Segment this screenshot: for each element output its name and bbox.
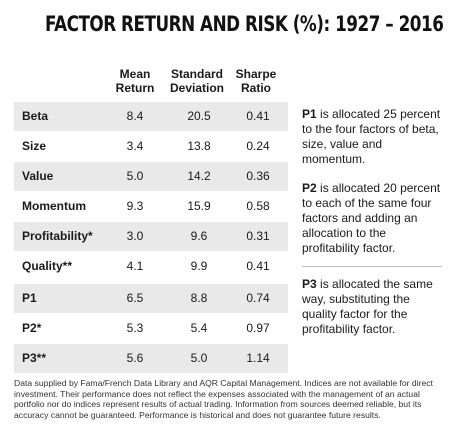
row-label: Profitability* <box>22 229 93 243</box>
note-text: is allocated the same way, substituting … <box>302 277 433 336</box>
disclaimer-footnote: Data supplied by Fama/French Data Librar… <box>14 378 433 420</box>
column-header-mean-return: Mean Return <box>106 67 164 95</box>
sharpe-cell: 0.36 <box>246 169 270 183</box>
mean-return-cell: 4.1 <box>126 259 144 273</box>
column-header-standard-deviation: Standard Deviation <box>160 67 234 95</box>
note-text: is allocated 20 percent to each of the s… <box>302 181 441 255</box>
table-row: Size 3.4 13.8 0.24 <box>14 132 288 162</box>
portfolio-notes: P1 is allocated 25 percent to the four f… <box>302 107 442 351</box>
mean-return-cell: 8.4 <box>126 109 144 123</box>
std-dev-cell: 5.4 <box>190 321 208 335</box>
column-header-line: Sharpe <box>235 67 277 81</box>
note-p3: P3 is allocated the same way, substituti… <box>302 277 442 337</box>
note-label: P1 <box>302 107 317 121</box>
table-row: Beta 8.4 20.5 0.41 <box>14 102 288 132</box>
note-p1: P1 is allocated 25 percent to the four f… <box>302 107 442 167</box>
sharpe-cell: 1.14 <box>246 351 270 365</box>
std-dev-cell: 15.9 <box>187 199 211 213</box>
table-row: Momentum 9.3 15.9 0.58 <box>14 192 288 222</box>
std-dev-cell: 8.8 <box>190 291 208 305</box>
table-row: Value 5.0 14.2 0.36 <box>14 162 288 192</box>
mean-return-cell: 3.0 <box>126 229 144 243</box>
row-label: P2* <box>22 321 42 335</box>
column-header-line: Ratio <box>241 81 271 95</box>
std-dev-cell: 9.9 <box>190 259 208 273</box>
mean-return-cell: 5.0 <box>126 169 144 183</box>
std-dev-cell: 5.0 <box>190 351 208 365</box>
notes-divider <box>302 266 442 267</box>
row-label: Beta <box>22 109 49 123</box>
note-label: P3 <box>302 277 317 291</box>
row-label: Size <box>22 139 47 153</box>
note-label: P2 <box>302 181 317 195</box>
sharpe-cell: 0.41 <box>246 109 270 123</box>
mean-return-cell: 6.5 <box>126 291 144 305</box>
table-row: P3** 5.6 5.0 1.14 <box>14 344 288 374</box>
sharpe-cell: 0.24 <box>246 139 270 153</box>
sharpe-cell: 0.97 <box>246 321 270 335</box>
column-header-line: Deviation <box>169 81 224 95</box>
row-label: P1 <box>22 291 37 305</box>
table-row: P2* 5.3 5.4 0.97 <box>14 314 288 344</box>
mean-return-cell: 9.3 <box>126 199 144 213</box>
note-p2: P2 is allocated 20 percent to each of th… <box>302 181 442 256</box>
factor-table: Beta 8.4 20.5 0.41 Size 3.4 13.8 0.24 Va… <box>14 102 288 374</box>
std-dev-cell: 9.6 <box>190 229 208 243</box>
column-header-line: Return <box>115 81 155 95</box>
row-label: Value <box>22 169 54 183</box>
std-dev-cell: 13.8 <box>187 139 211 153</box>
std-dev-cell: 14.2 <box>187 169 211 183</box>
table-row: P1 6.5 8.8 0.74 <box>14 282 288 314</box>
note-text: is allocated 25 percent to the four fact… <box>302 107 441 166</box>
std-dev-cell: 20.5 <box>187 109 211 123</box>
page-title: FACTOR RETURN AND RISK (%): 1927 – 2016 <box>45 12 444 36</box>
table-row: Profitability* 3.0 9.6 0.31 <box>14 222 288 252</box>
mean-return-cell: 3.4 <box>126 139 144 153</box>
mean-return-cell: 5.3 <box>126 321 144 335</box>
table-row: Quality** 4.1 9.9 0.41 <box>14 252 288 282</box>
sharpe-cell: 0.74 <box>246 291 270 305</box>
sharpe-cell: 0.41 <box>246 259 270 273</box>
column-header-line: Standard <box>170 67 223 81</box>
sharpe-cell: 0.58 <box>246 199 270 213</box>
row-label: P3** <box>22 351 47 365</box>
row-label: Quality** <box>22 259 73 273</box>
mean-return-cell: 5.6 <box>126 351 144 365</box>
row-label: Momentum <box>22 199 86 213</box>
sharpe-cell: 0.31 <box>246 229 270 243</box>
column-header-line: Mean <box>119 67 151 81</box>
column-header-sharpe-ratio: Sharpe Ratio <box>228 67 284 95</box>
